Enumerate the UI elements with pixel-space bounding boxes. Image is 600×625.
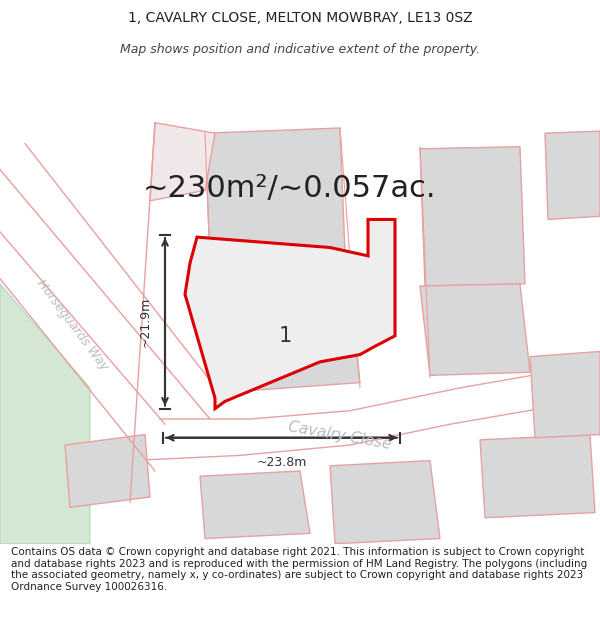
Polygon shape — [420, 284, 530, 376]
Text: 1: 1 — [278, 326, 292, 346]
Polygon shape — [185, 219, 395, 409]
Polygon shape — [205, 128, 345, 258]
Text: ~23.8m: ~23.8m — [256, 456, 307, 469]
Polygon shape — [200, 471, 310, 539]
Polygon shape — [65, 434, 150, 508]
Text: ~21.9m: ~21.9m — [139, 297, 151, 347]
Text: 1, CAVALRY CLOSE, MELTON MOWBRAY, LE13 0SZ: 1, CAVALRY CLOSE, MELTON MOWBRAY, LE13 0… — [128, 11, 472, 26]
Polygon shape — [205, 253, 360, 393]
Polygon shape — [545, 131, 600, 219]
Text: Contains OS data © Crown copyright and database right 2021. This information is : Contains OS data © Crown copyright and d… — [11, 547, 587, 592]
Polygon shape — [330, 461, 440, 544]
Text: Horseguards Way: Horseguards Way — [34, 278, 110, 373]
Text: Map shows position and indicative extent of the property.: Map shows position and indicative extent… — [120, 42, 480, 56]
Polygon shape — [420, 147, 525, 286]
Text: Cavalry Close: Cavalry Close — [287, 419, 392, 452]
Polygon shape — [480, 434, 595, 518]
Polygon shape — [0, 284, 90, 544]
Text: ~230m²/~0.057ac.: ~230m²/~0.057ac. — [143, 174, 437, 203]
Polygon shape — [150, 122, 215, 201]
Polygon shape — [530, 351, 600, 438]
